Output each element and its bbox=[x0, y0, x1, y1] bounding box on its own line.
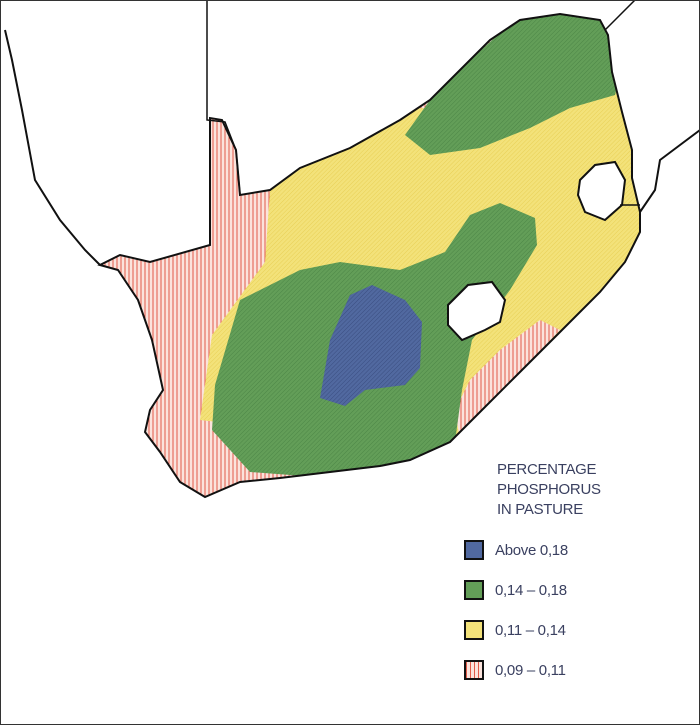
legend: PERCENTAGE PHOSPHORUS IN PASTURE Above 0… bbox=[464, 460, 601, 680]
zimbabwe-border bbox=[604, 0, 636, 31]
lesotho-outline bbox=[447, 280, 507, 342]
region-0.14-0.18-north bbox=[405, 15, 622, 155]
legend-title-line: PERCENTAGE bbox=[497, 461, 597, 478]
legend-label: 0,11 – 0,14 bbox=[495, 621, 566, 639]
namibia-coastline bbox=[4, 29, 101, 266]
legend-item-0.14-0.18: 0,14 – 0,18 bbox=[464, 580, 601, 600]
legend-label: 0,09 – 0,11 bbox=[495, 661, 566, 679]
legend-title-line: IN PASTURE bbox=[497, 501, 583, 518]
legend-title-line: PHOSPHORUS bbox=[497, 481, 601, 498]
legend-swatch-blue bbox=[464, 540, 484, 560]
legend-swatch-green bbox=[464, 580, 484, 600]
legend-swatch-pink bbox=[464, 660, 484, 680]
legend-item-0.09-0.11: 0,09 – 0,11 bbox=[464, 660, 601, 680]
legend-label: 0,14 – 0,18 bbox=[495, 581, 567, 599]
legend-swatch-yellow bbox=[464, 620, 484, 640]
legend-item-above-0.18: Above 0,18 bbox=[464, 540, 601, 560]
mozambique-coastline bbox=[639, 129, 700, 213]
legend-item-0.11-0.14: 0,11 – 0,14 bbox=[464, 620, 601, 640]
legend-label: Above 0,18 bbox=[495, 541, 568, 559]
legend-title: PERCENTAGE PHOSPHORUS IN PASTURE bbox=[497, 460, 601, 520]
region-above-0.18 bbox=[320, 285, 422, 406]
namibia-botswana-border bbox=[206, 0, 241, 196]
